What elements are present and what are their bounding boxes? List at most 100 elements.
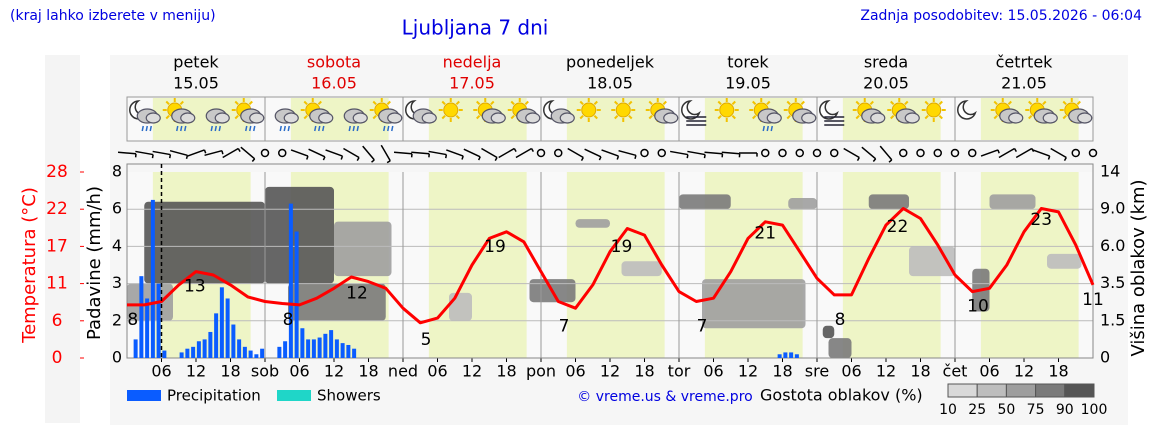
rain-drop [384, 126, 385, 131]
rain-drop [181, 126, 182, 131]
cloud-tick-label: 6.0 [1100, 236, 1125, 255]
x-tick-label: tor [668, 362, 691, 381]
rain-drop [219, 126, 220, 131]
precipitation-bar [283, 341, 287, 358]
precipitation-bar [145, 298, 149, 358]
temperature-annotation: 7 [697, 317, 708, 337]
precipitation-bar [352, 349, 356, 358]
cloud-layer [990, 194, 1036, 209]
precipitation-bar [318, 338, 322, 358]
precipitation-bar [185, 349, 189, 358]
cloud-legend-tick: 50 [997, 402, 1015, 418]
wind-feather [446, 155, 447, 159]
rain-drop [767, 126, 768, 131]
precipitation-bar [341, 343, 345, 358]
temperature-axis-label: Temperatura (°C) [19, 187, 40, 344]
rain-drop [280, 126, 281, 131]
cloud-layer [622, 261, 662, 276]
temperature-annotation: 10 [967, 297, 989, 317]
precipitation-bar [180, 352, 184, 358]
precipitation-bar [249, 351, 253, 358]
x-tick-label: 06 [703, 362, 723, 381]
day-date: 20.05 [863, 74, 909, 93]
cloud [319, 113, 333, 123]
cloud [388, 113, 402, 123]
precipitation-bar [312, 339, 316, 358]
temperature-annotation: 8 [835, 310, 846, 330]
rain-drop [284, 126, 285, 131]
precipitation-bar [260, 349, 264, 358]
precipitation-bar [191, 347, 195, 358]
cloud [1009, 113, 1023, 123]
rain-drop [146, 126, 147, 131]
cloud-legend-box [977, 384, 1006, 397]
day-name: torek [727, 53, 769, 72]
rain-drop [254, 126, 255, 131]
precipitation-bar [214, 313, 218, 358]
rain-drop [288, 126, 289, 131]
rain-drop [353, 126, 354, 131]
cloud-tick-label: 0 [1100, 348, 1110, 367]
cloud [802, 113, 816, 123]
weather-icon [577, 98, 601, 122]
x-tick-label: 18 [220, 362, 240, 381]
precipitation-tick-label: 8 [112, 162, 122, 181]
rain-drop [357, 126, 358, 131]
precipitation-bar [226, 298, 230, 358]
cloud-layer [869, 194, 909, 209]
temperature-tick-label: 11 [46, 274, 68, 294]
cloud-legend-tick: 90 [1056, 402, 1074, 418]
cloud-layer [265, 187, 334, 284]
cloud [767, 113, 781, 123]
weather-icon [922, 98, 946, 122]
rain-drop [250, 126, 251, 131]
x-tick-label: 12 [738, 362, 758, 381]
subtitle: (kraj lahko izberete v meniju) [10, 8, 216, 24]
precipitation-bar [220, 287, 224, 358]
precipitation-bar [323, 334, 327, 358]
x-tick-label: sob [251, 362, 279, 381]
sun [582, 103, 596, 117]
cloud [491, 113, 505, 123]
precipitation-bar [162, 351, 166, 358]
precipitation-bar [795, 354, 799, 358]
cloud-layer [823, 326, 835, 338]
precipitation-tick-label: 0 [112, 348, 122, 367]
cloud [664, 113, 678, 123]
precipitation-bar [789, 352, 793, 358]
x-tick-label: sre [805, 362, 829, 381]
x-tick-label: 06 [289, 362, 309, 381]
cloud [871, 113, 885, 123]
temperature-annotation: 21 [754, 224, 776, 244]
precipitation-bar [289, 204, 293, 358]
day-name: sobota [307, 53, 361, 72]
copyright: © vreme.us & vreme.pro [577, 389, 752, 405]
day-name: nedelja [443, 53, 502, 72]
precipitation-bar [778, 354, 782, 358]
temperature-tick-label: 28 [46, 162, 68, 182]
x-tick-label: 12 [462, 362, 482, 381]
rain-drop [142, 126, 143, 131]
x-tick-label: 18 [358, 362, 378, 381]
rain-drop [150, 126, 151, 131]
x-tick-label: ned [388, 362, 418, 381]
rain-drop [177, 126, 178, 131]
x-tick-label: 12 [1014, 362, 1034, 381]
cloud-layer [788, 198, 817, 209]
x-tick-label: 18 [496, 362, 516, 381]
cloud-legend-tick: 75 [1027, 402, 1045, 418]
precipitation-bar [295, 232, 299, 358]
cloud-layer [829, 338, 852, 358]
temperature-annotation: 12 [346, 283, 368, 303]
temperature-tick-label: 22 [46, 199, 68, 219]
precipitation-bar [134, 339, 138, 358]
wind-feather [635, 155, 636, 158]
cloud [215, 113, 229, 123]
cloud-layer [576, 219, 611, 228]
x-tick-label: 06 [979, 362, 999, 381]
temperature-annotation: 8 [283, 310, 294, 330]
sun [616, 103, 630, 117]
precipitation-tick-label: 4 [112, 236, 122, 255]
cloud [181, 113, 195, 123]
day-date: 19.05 [725, 74, 771, 93]
